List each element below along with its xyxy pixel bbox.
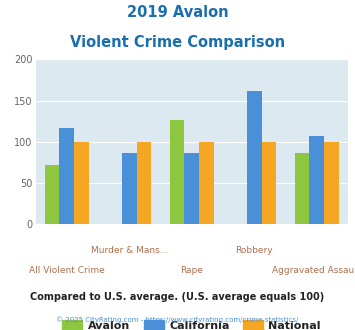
Bar xyxy=(137,142,151,224)
Bar xyxy=(262,142,276,224)
Text: Aggravated Assault: Aggravated Assault xyxy=(272,266,355,275)
Text: Violent Crime Comparison: Violent Crime Comparison xyxy=(70,35,285,50)
Legend: Avalon, California, National: Avalon, California, National xyxy=(58,316,326,330)
Text: Compared to U.S. average. (U.S. average equals 100): Compared to U.S. average. (U.S. average … xyxy=(31,292,324,302)
Text: © 2025 CityRating.com - https://www.cityrating.com/crime-statistics/: © 2025 CityRating.com - https://www.city… xyxy=(56,317,299,323)
Text: 2019 Avalon: 2019 Avalon xyxy=(127,5,228,20)
Bar xyxy=(59,128,74,224)
Bar xyxy=(184,152,199,224)
Bar xyxy=(199,142,214,224)
Text: Robbery: Robbery xyxy=(235,246,273,255)
Bar xyxy=(309,136,324,224)
Bar xyxy=(247,91,262,224)
Bar xyxy=(295,153,309,224)
Text: Murder & Mans...: Murder & Mans... xyxy=(91,246,168,255)
Bar xyxy=(45,165,59,224)
Bar xyxy=(74,142,89,224)
Bar xyxy=(170,120,184,224)
Text: All Violent Crime: All Violent Crime xyxy=(29,266,105,275)
Bar xyxy=(122,153,137,224)
Bar xyxy=(324,142,339,224)
Text: Rape: Rape xyxy=(180,266,203,275)
